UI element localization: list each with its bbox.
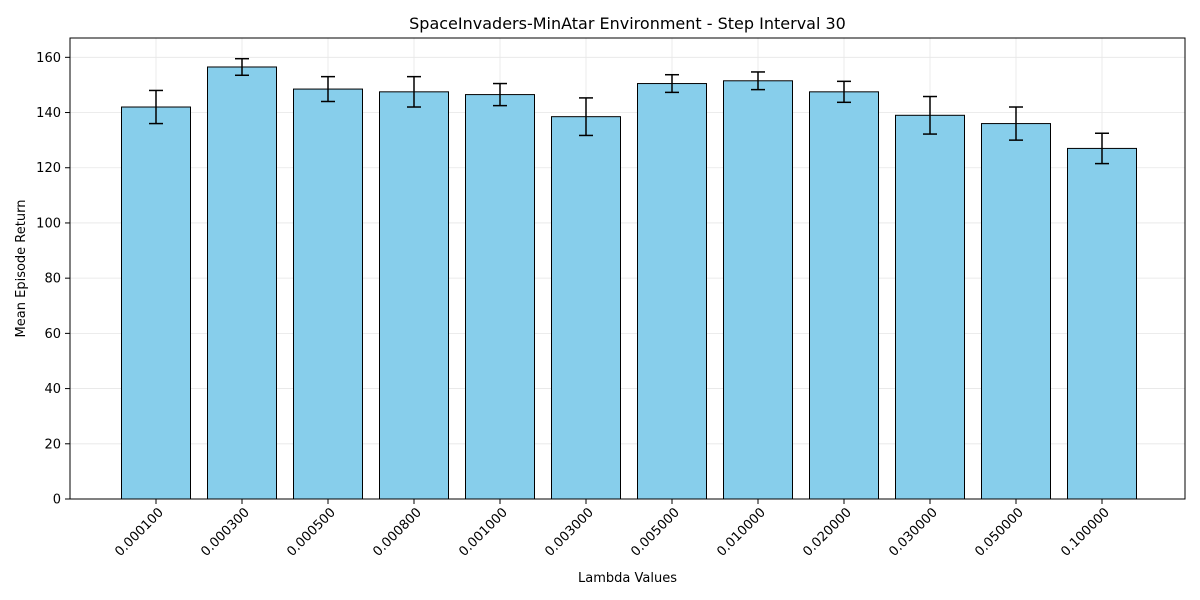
bar bbox=[293, 88, 363, 500]
bar bbox=[981, 123, 1051, 500]
x-axis-label: Lambda Values bbox=[578, 571, 677, 586]
bar bbox=[379, 91, 449, 500]
y-tick-label: 80 bbox=[44, 272, 61, 287]
y-tick-label: 40 bbox=[44, 382, 61, 397]
bars bbox=[121, 66, 1137, 500]
bar bbox=[637, 83, 707, 500]
y-tick-label: 120 bbox=[36, 161, 61, 176]
x-tick-label: 0.020000 bbox=[800, 505, 854, 559]
x-tick-label: 0.010000 bbox=[714, 505, 768, 559]
error-bar bbox=[1095, 132, 1109, 165]
bar bbox=[1067, 147, 1137, 500]
x-tick-label: 0.000100 bbox=[112, 505, 166, 559]
y-tick-label: 20 bbox=[44, 437, 61, 452]
bar bbox=[207, 66, 277, 500]
x-tick-label: 0.000300 bbox=[198, 505, 252, 559]
error-bar bbox=[579, 97, 593, 137]
x-tick-label: 0.030000 bbox=[886, 505, 940, 559]
error-bar bbox=[149, 89, 163, 125]
x-tick-label: 0.003000 bbox=[542, 505, 596, 559]
error-bar bbox=[665, 73, 679, 94]
x-tick-label: 0.000500 bbox=[284, 505, 338, 559]
error-bar bbox=[837, 80, 851, 104]
y-axis-ticks: 0 20 40 60 80 100 120 140 160 bbox=[36, 51, 70, 508]
x-tick-label: 0.000800 bbox=[370, 505, 424, 559]
chart-title: SpaceInvaders-MinAtar Environment - Step… bbox=[409, 14, 846, 33]
y-tick-label: 100 bbox=[36, 216, 61, 231]
bar bbox=[551, 116, 621, 500]
error-bar bbox=[235, 57, 249, 77]
y-tick-label: 60 bbox=[44, 327, 61, 342]
error-bar bbox=[751, 71, 765, 91]
y-axis-label: Mean Episode Return bbox=[14, 200, 29, 338]
y-tick-label: 160 bbox=[36, 51, 61, 66]
bar bbox=[723, 80, 793, 500]
x-tick-label: 0.005000 bbox=[628, 505, 682, 559]
error-bar bbox=[923, 95, 937, 135]
x-tick-label: 0.100000 bbox=[1058, 505, 1112, 559]
x-tick-label: 0.050000 bbox=[972, 505, 1026, 559]
axes-frame bbox=[69, 37, 1186, 500]
error-bar bbox=[407, 75, 421, 108]
bar bbox=[809, 91, 879, 500]
y-tick-label: 140 bbox=[36, 106, 61, 121]
bar bbox=[465, 94, 535, 500]
y-tick-label: 0 bbox=[53, 493, 61, 508]
x-tick-label: 0.001000 bbox=[456, 505, 510, 559]
error-bar bbox=[321, 75, 335, 103]
error-bar bbox=[1009, 106, 1023, 141]
x-axis-ticks: 0.000100 0.000300 0.000500 0.000800 0.001000… bbox=[112, 499, 1113, 560]
error-bars bbox=[149, 57, 1109, 165]
bar bbox=[121, 106, 191, 500]
bar bbox=[895, 114, 965, 500]
error-bar bbox=[493, 82, 507, 107]
